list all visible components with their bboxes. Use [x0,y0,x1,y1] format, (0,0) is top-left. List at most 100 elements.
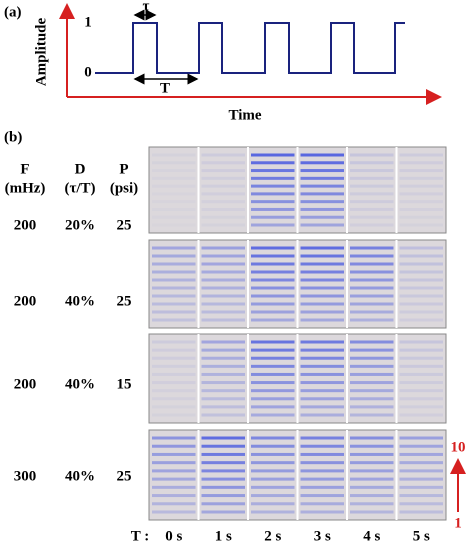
band [152,278,196,282]
band [251,389,295,393]
band [152,444,196,448]
band [350,200,394,204]
band [201,381,245,385]
band [251,397,295,401]
band [300,494,344,498]
band [399,436,443,440]
band [300,461,344,465]
band [300,436,344,440]
band [399,310,443,314]
band [152,200,196,203]
band [300,340,344,344]
x-axis-label: Time [228,107,261,123]
band [399,381,443,385]
panel-label: (b) [4,129,22,145]
band [201,494,245,498]
band [350,494,394,498]
row-value: 40% [65,468,95,484]
band [399,502,443,506]
band [201,262,245,266]
band [399,200,443,204]
band [399,254,443,258]
band [201,254,245,258]
band [201,469,245,473]
band [399,176,443,180]
band [152,372,196,376]
band [350,161,394,165]
band [251,262,295,266]
band [152,364,196,368]
band [152,224,196,227]
band [251,356,295,360]
panel-label: (a) [4,4,22,20]
row-value: 15 [117,376,132,392]
band [300,161,344,165]
level-label: 1 [84,14,92,30]
band [399,294,443,298]
period-label: T [160,80,170,96]
band [152,405,196,409]
band [201,278,245,282]
band [350,510,394,514]
band [152,356,196,360]
band [399,340,443,344]
band [152,294,196,298]
band [251,310,295,314]
band [251,405,295,409]
band [152,510,196,514]
band [350,192,394,196]
band [399,161,443,165]
band [300,477,344,481]
band [152,270,196,274]
band [251,286,295,290]
band [350,364,394,368]
time-label: 3 s [314,528,331,544]
band [251,207,295,211]
band [152,461,196,465]
band [300,348,344,352]
band [251,184,295,188]
time-label: 5 s [413,528,430,544]
band [350,461,394,465]
band [300,192,344,196]
band [251,372,295,376]
column-header: F [20,161,29,177]
band [201,246,245,250]
band [152,161,196,165]
band [201,436,245,440]
band [300,364,344,368]
band [300,397,344,401]
column-header: D [75,161,86,177]
band [152,340,196,344]
y-axis-label: Amplitude [33,17,49,86]
band [300,389,344,393]
band [350,348,394,352]
band [251,254,295,258]
band [350,176,394,180]
band [399,246,443,250]
row-value: 20% [65,217,95,233]
band [350,286,394,290]
band [300,207,344,211]
band [251,494,295,498]
band [201,340,245,344]
row-value: 200 [14,293,37,309]
column-header: (psi) [110,180,138,196]
column-header: P [119,161,128,177]
band [152,310,196,314]
band [399,262,443,266]
time-label: 4 s [363,528,380,544]
band [350,397,394,401]
band [201,176,245,180]
band [152,381,196,385]
band [152,389,196,393]
band [300,452,344,456]
band [300,318,344,322]
row-value: 40% [65,293,95,309]
row-value: 40% [65,376,95,392]
band [300,413,344,417]
band [300,246,344,250]
column-header: (τ/T) [64,180,95,196]
time-label: 1 s [215,528,232,544]
band [251,469,295,473]
